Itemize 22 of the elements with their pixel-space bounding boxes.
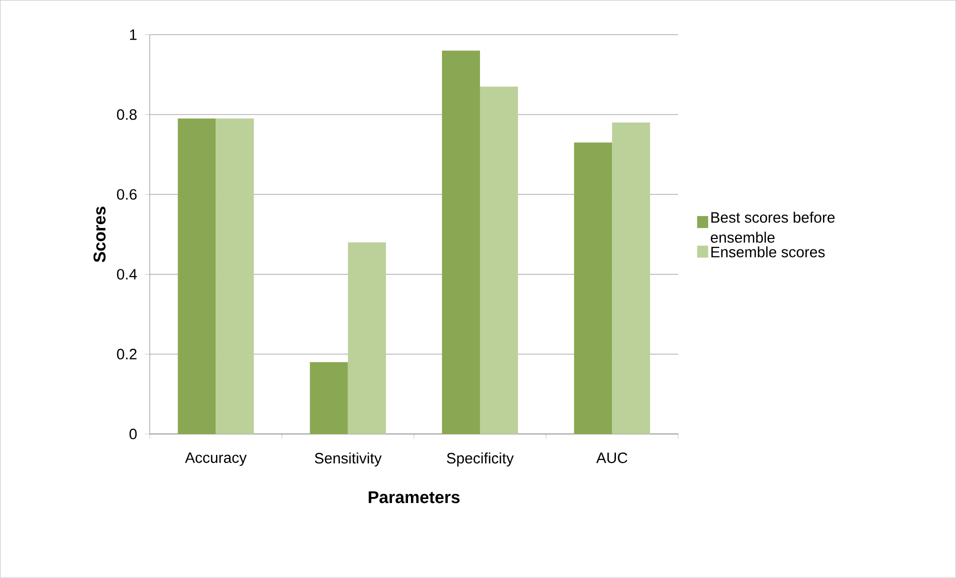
bar bbox=[216, 118, 254, 434]
bar bbox=[480, 86, 518, 434]
bar bbox=[612, 122, 650, 434]
y-tick-label: 0.8 bbox=[117, 109, 137, 120]
legend-label: Ensemble scores bbox=[711, 246, 825, 258]
y-tick-label: 0.6 bbox=[117, 189, 137, 200]
bar bbox=[442, 50, 480, 434]
y-tick-label: 0.4 bbox=[117, 269, 137, 280]
bar bbox=[574, 142, 612, 434]
bar bbox=[348, 242, 386, 434]
bar bbox=[310, 362, 348, 434]
x-tick-label: Accuracy bbox=[185, 452, 247, 466]
x-tick-label: AUC bbox=[596, 452, 628, 464]
bar bbox=[178, 118, 216, 434]
legend-label: Best scores before ensemble bbox=[710, 212, 835, 243]
y-tick-label: 0 bbox=[130, 428, 137, 440]
x-tick-label: Sensitivity bbox=[314, 452, 382, 467]
x-axis-title: Parameters bbox=[368, 491, 460, 504]
y-tick-label: 0.2 bbox=[117, 348, 137, 360]
y-axis-title: Scores bbox=[94, 206, 106, 262]
y-tick-label: 1 bbox=[130, 30, 137, 40]
x-tick-label: Specificity bbox=[446, 452, 514, 467]
